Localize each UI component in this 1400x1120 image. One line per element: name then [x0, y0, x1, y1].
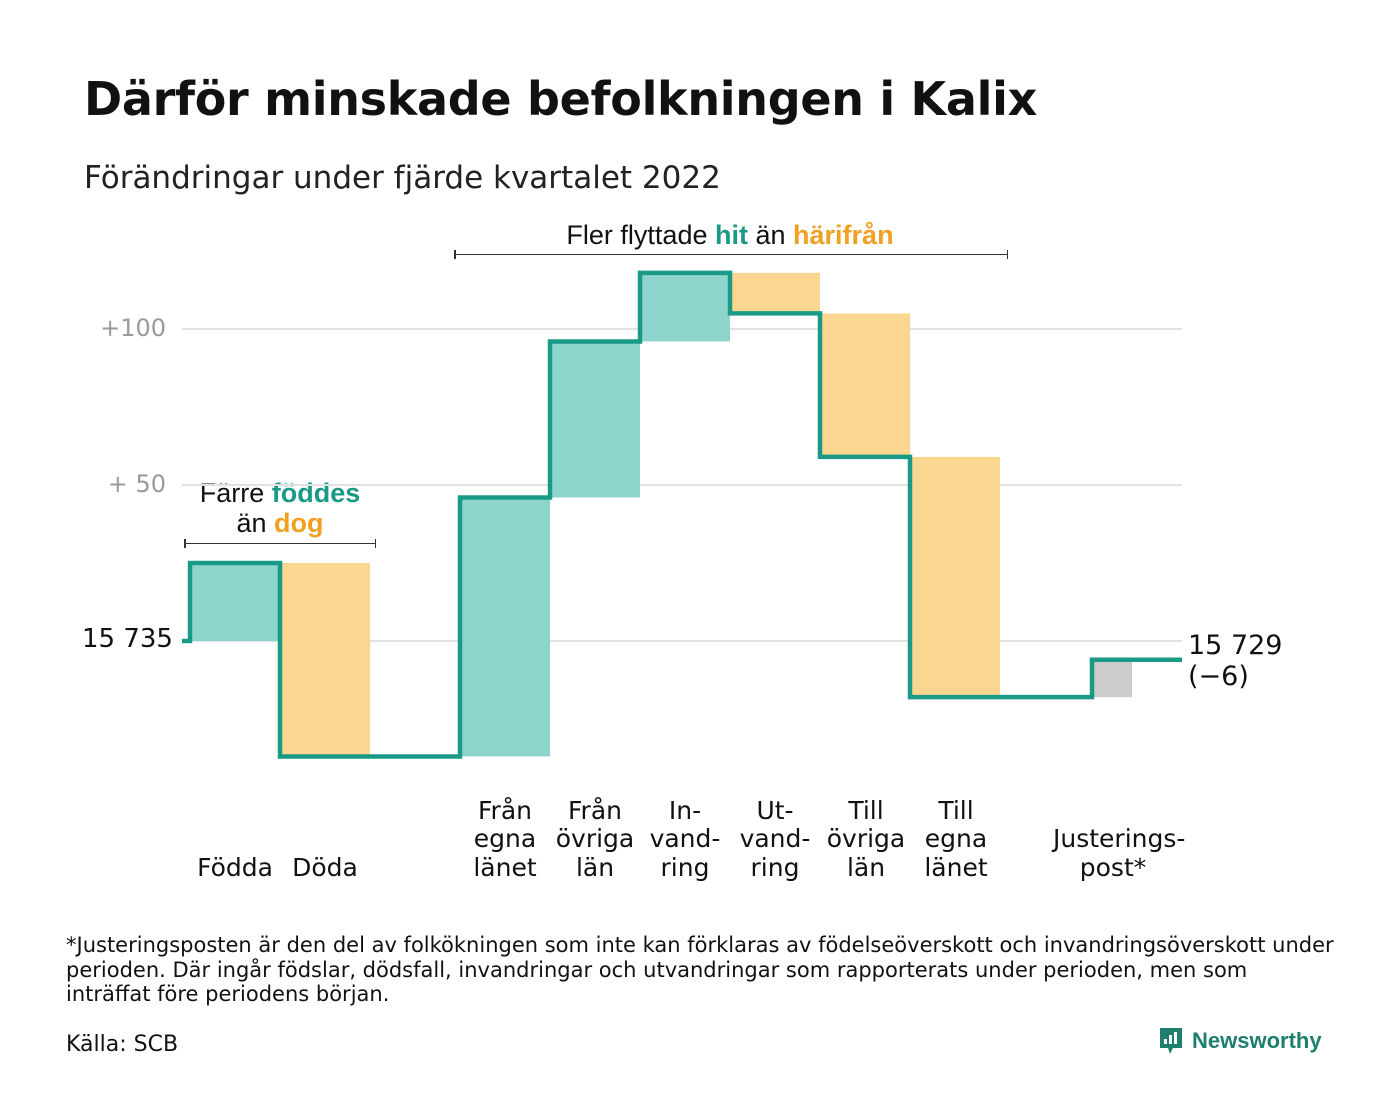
x-label-6: Ut-vand-ring [715, 795, 835, 883]
x-label-5-line: vand- [649, 824, 721, 853]
x-label-2-line: Döda [292, 852, 358, 882]
y-tick-label-50: + 50 [107, 470, 166, 498]
x-label-8-line: egna [924, 824, 988, 853]
bar-2 [280, 563, 370, 757]
x-label-8: Till egna länet [896, 795, 1016, 883]
cumulative-step-line [182, 270, 1182, 759]
migration-bracket [454, 250, 1008, 264]
x-label-9: Justerings-post* [1053, 824, 1186, 882]
migration-annotation-out: härifrån [793, 220, 894, 250]
end-value-label: 15 729 (−6) [1188, 630, 1282, 692]
births-annotation-prefix: Färre [199, 478, 272, 508]
x-label-1: Födda [175, 852, 295, 883]
bar-1 [190, 563, 280, 641]
births-bracket [184, 539, 376, 553]
x-label-7-line: Till [848, 795, 884, 825]
births-annotation-died: dog [274, 508, 324, 538]
migration-annotation-in: hit [714, 220, 748, 250]
x-label-6-line: Ut- [756, 795, 794, 825]
births-annotation: Färre föddes än dog [190, 478, 370, 538]
bar-4 [550, 341, 640, 498]
migration-annotation-prefix: Fler flyttade [566, 220, 715, 250]
x-label-9-line: post* [1079, 852, 1147, 882]
y-tick-label-100: +100 [100, 314, 166, 342]
brand-name: Newsworthy [1192, 1028, 1322, 1053]
x-label-6-line: vand- [739, 824, 811, 853]
x-label-7-line: län [846, 852, 886, 882]
brand-logo: Newsworthy [1158, 1026, 1322, 1056]
start-value-label: 15 735 [82, 624, 173, 654]
x-label-8-line: Till [938, 795, 974, 825]
x-label-2: Döda [265, 852, 385, 883]
x-label-6-line: ring [750, 852, 800, 882]
x-label-4: Från övriga län [535, 795, 655, 883]
chart-title: Därför minskade befolkningen i Kalix [84, 72, 1037, 126]
x-label-3-line: länet [473, 852, 537, 882]
x-label-4-line: övriga [555, 824, 635, 853]
bar-8 [910, 456, 1000, 698]
end-change: (−6) [1188, 661, 1249, 692]
bar-3 [460, 497, 550, 757]
bar-6 [730, 272, 820, 314]
migration-annotation-middle: än [747, 220, 794, 250]
x-label-7-line: övriga [826, 824, 906, 853]
x-label-5-line: ring [660, 852, 710, 882]
migration-annotation: Fler flyttade hit än härifrån [455, 220, 1005, 250]
x-label-4-line: län [575, 852, 615, 882]
births-annotation-born: föddes [271, 478, 361, 508]
bar-5 [640, 272, 730, 342]
x-label-1-line: Födda [197, 852, 273, 882]
x-label-4-line: Från [567, 795, 622, 825]
x-label-8-line: länet [924, 852, 988, 882]
chart-subtitle: Förändringar under fjärde kvartalet 2022 [84, 160, 721, 196]
x-label-3-line: egna [473, 824, 537, 853]
births-annotation-middle: än [236, 508, 275, 538]
x-label-3: Från egna länet [445, 795, 565, 883]
source-label: Källa: SCB [66, 1032, 179, 1057]
newsworthy-logo-icon [1160, 1028, 1182, 1054]
x-label-5-line: In- [668, 795, 702, 825]
x-label-7: Till övriga län [806, 795, 926, 883]
end-value: 15 729 [1188, 630, 1283, 661]
bar-7 [820, 313, 910, 457]
x-label-9-line: Justerings- [1053, 824, 1186, 853]
x-label-3-line: Från [477, 795, 532, 825]
x-label-5: In-vand-ring [625, 795, 745, 883]
footnote: *Justeringsposten är den del av folkökni… [66, 933, 1334, 1006]
bar-9 [1092, 659, 1132, 698]
